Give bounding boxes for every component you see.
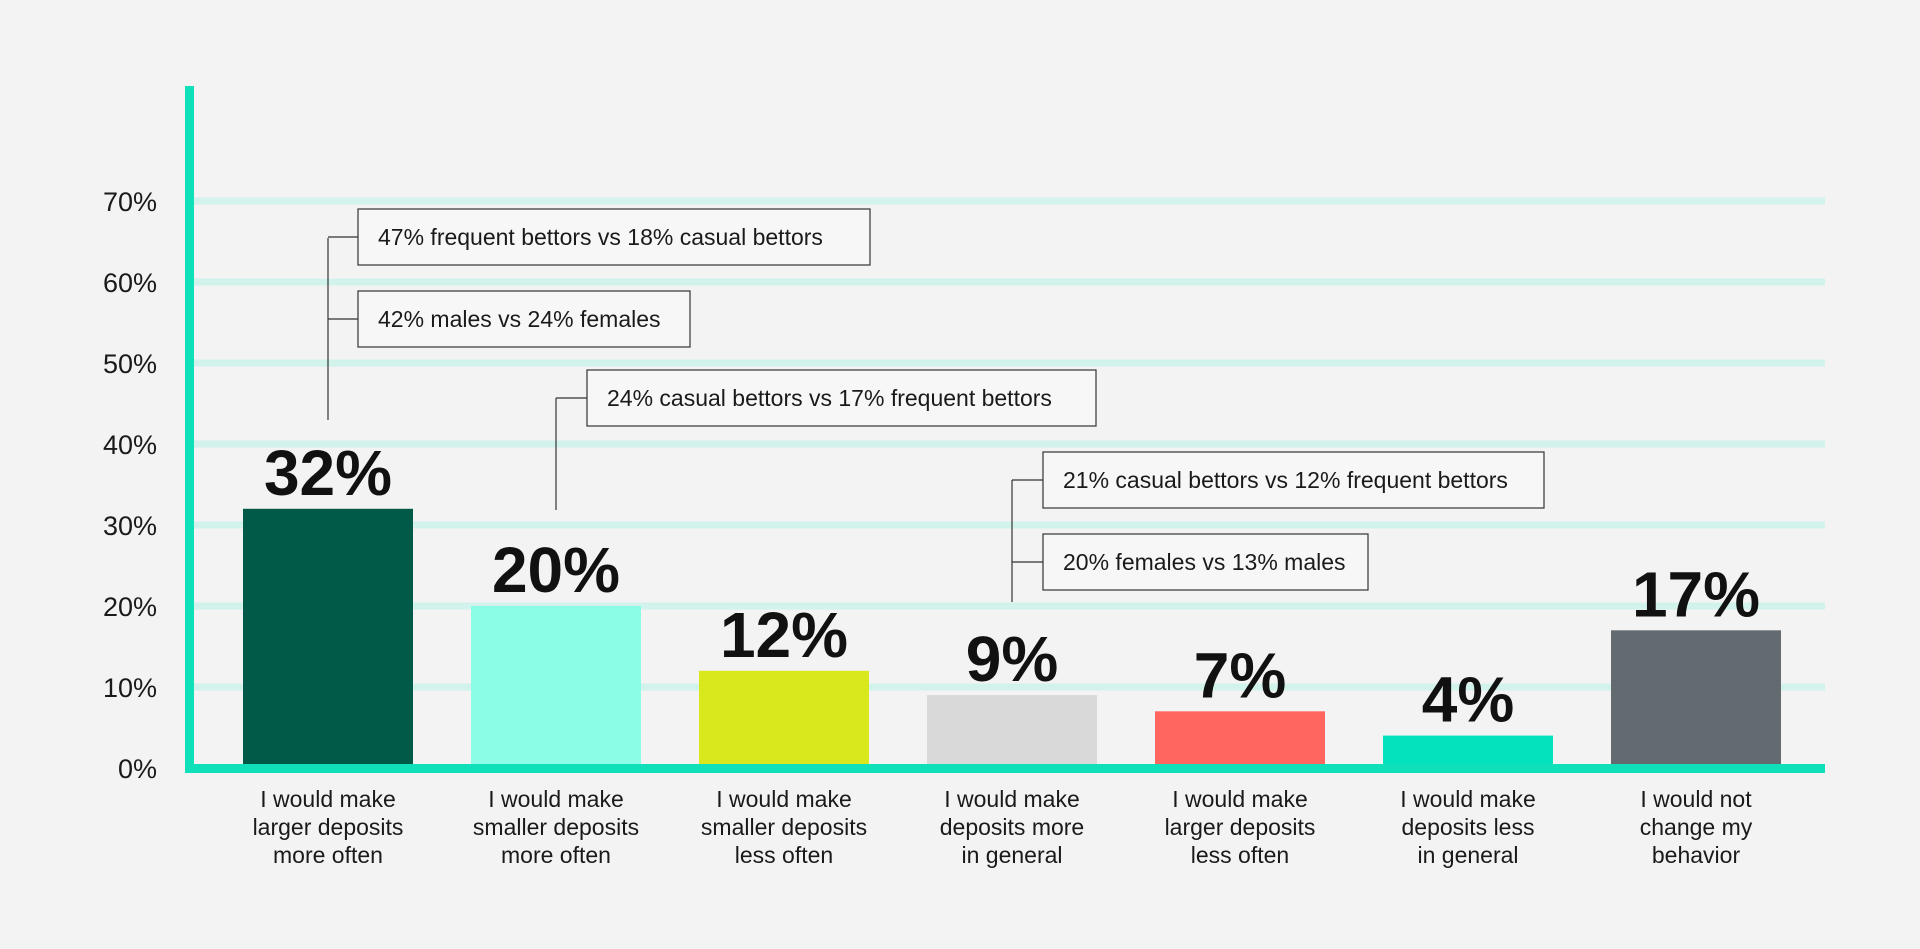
value-label: 12% xyxy=(720,599,848,671)
callout-text: 20% females vs 13% males xyxy=(1063,549,1346,575)
value-label: 17% xyxy=(1632,558,1760,630)
y-tick-label: 40% xyxy=(103,430,157,460)
category-label: I would make deposits more in general xyxy=(940,786,1084,868)
category-label-line: change my xyxy=(1640,814,1753,840)
callout-box xyxy=(1042,533,1369,591)
callout-text: 21% casual bettors vs 12% frequent betto… xyxy=(1063,467,1508,493)
bar xyxy=(243,508,413,768)
category-label-line: I would not xyxy=(1640,786,1752,812)
category-label-line: smaller deposits xyxy=(473,814,639,840)
category-label-line: I would make xyxy=(1172,786,1308,812)
category-label-line: less often xyxy=(1191,842,1289,868)
grid-lines xyxy=(190,197,1825,691)
category-label: I would not change my behavior xyxy=(1640,786,1753,868)
category-label-line: deposits more xyxy=(940,814,1084,840)
x-axis-line xyxy=(185,764,1825,773)
category-label-line: larger deposits xyxy=(1165,814,1316,840)
category-label-line: smaller deposits xyxy=(701,814,867,840)
y-tick-label: 30% xyxy=(103,511,157,541)
bar xyxy=(1611,630,1781,768)
category-label-line: behavior xyxy=(1652,842,1741,868)
category-label-line: in general xyxy=(961,842,1062,868)
value-labels: 32% 20% 12% 9% 7% 4% 17% xyxy=(264,437,1760,736)
callout-text: 42% males vs 24% females xyxy=(378,306,661,332)
bar xyxy=(471,606,641,768)
value-label: 4% xyxy=(1422,664,1515,736)
callout-text: 24% casual bettors vs 17% frequent betto… xyxy=(607,385,1052,411)
callout-box xyxy=(357,290,691,348)
bar xyxy=(1155,711,1325,768)
bars xyxy=(243,508,1781,768)
y-axis-line xyxy=(185,86,194,773)
category-label-line: I would make xyxy=(488,786,624,812)
bar xyxy=(699,670,869,768)
category-label-line: I would make xyxy=(1400,786,1536,812)
category-label-line: in general xyxy=(1417,842,1518,868)
category-label-line: I would make xyxy=(716,786,852,812)
category-label-line: I would make xyxy=(944,786,1080,812)
callout-box xyxy=(1042,451,1545,509)
axes xyxy=(185,86,1825,773)
category-label-line: I would make xyxy=(260,786,396,812)
category-label-line: less often xyxy=(735,842,833,868)
category-label-line: deposits less xyxy=(1402,814,1535,840)
category-label: I would make smaller deposits more often xyxy=(473,786,639,868)
category-label: I would make deposits less in general xyxy=(1400,786,1536,868)
category-label: I would make larger deposits more often xyxy=(253,786,404,868)
y-tick-label: 60% xyxy=(103,268,157,298)
value-label: 9% xyxy=(966,623,1059,695)
bar xyxy=(1383,735,1553,768)
y-tick-label: 10% xyxy=(103,673,157,703)
value-label: 20% xyxy=(492,534,620,606)
category-label: I would make larger deposits less often xyxy=(1165,786,1316,868)
y-tick-label: 50% xyxy=(103,349,157,379)
category-label-line: more often xyxy=(273,842,383,868)
callout-text: 47% frequent bettors vs 18% casual betto… xyxy=(378,224,823,250)
category-label: I would make smaller deposits less often xyxy=(701,786,867,868)
value-label: 7% xyxy=(1194,639,1287,711)
category-label-line: more often xyxy=(501,842,611,868)
bar xyxy=(927,695,1097,768)
category-label-line: larger deposits xyxy=(253,814,404,840)
y-axis-ticks: 0% 10% 20% 30% 40% 50% 60% 70% xyxy=(103,187,157,784)
callout-box xyxy=(357,208,871,266)
y-tick-label: 20% xyxy=(103,592,157,622)
y-tick-label: 70% xyxy=(103,187,157,217)
value-label: 32% xyxy=(264,437,392,509)
callout-box xyxy=(586,369,1097,427)
y-tick-label: 0% xyxy=(118,754,157,784)
callouts: 47% frequent bettors vs 18% casual betto… xyxy=(327,208,1545,602)
